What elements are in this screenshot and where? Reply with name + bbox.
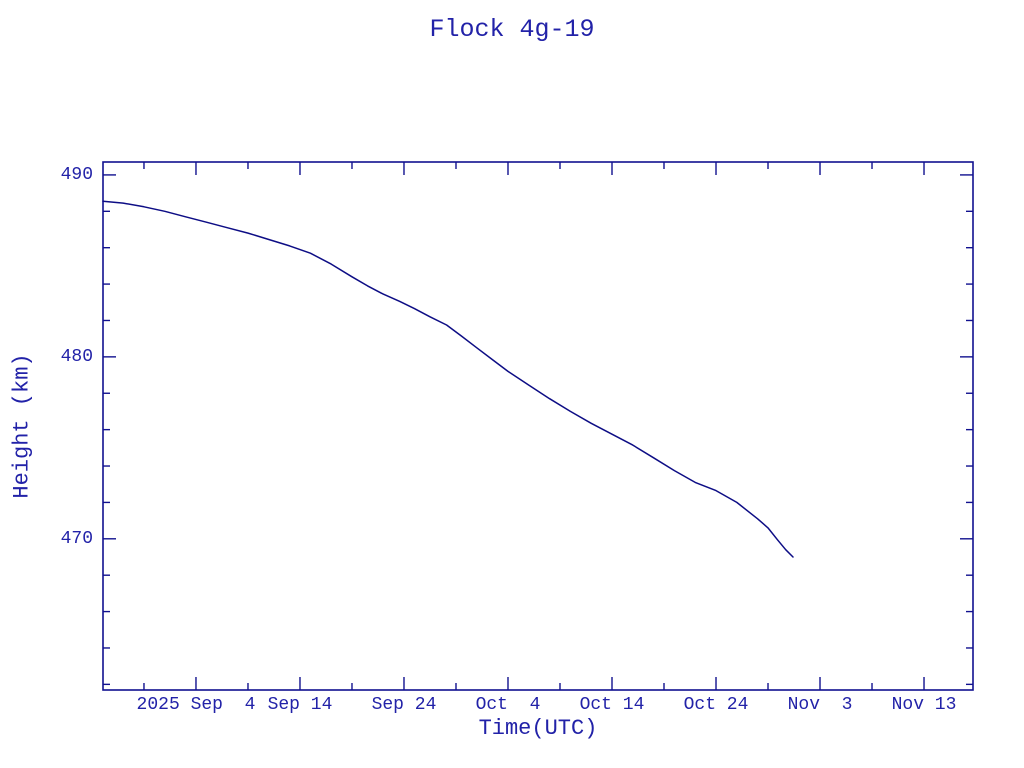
x-tick-label: 2025 Sep 4 <box>136 695 256 715</box>
x-axis-title: Time(UTC) <box>478 716 598 741</box>
x-tick-label: Oct 14 <box>579 695 645 715</box>
x-tick-label: Oct 24 <box>683 695 749 715</box>
x-tick-label: Nov 3 <box>787 695 853 715</box>
y-tick-label: 490 <box>60 164 93 185</box>
y-tick-label: 480 <box>60 346 93 367</box>
y-tick-label: 470 <box>60 528 93 549</box>
y-axis-title: Height (km) <box>9 353 35 499</box>
x-tick-label: Oct 4 <box>475 695 541 715</box>
height-curve <box>102 200 794 558</box>
plot-frame <box>102 161 974 691</box>
x-tick-label: Sep 14 <box>267 695 333 715</box>
x-tick-label: Sep 24 <box>371 695 437 715</box>
x-tick-label: Nov 13 <box>891 695 957 715</box>
chart-title: Flock 4g-19 <box>429 15 595 44</box>
